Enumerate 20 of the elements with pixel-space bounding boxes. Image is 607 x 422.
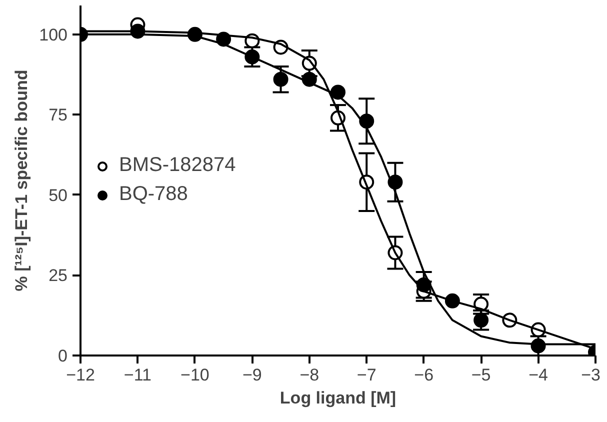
x-tick-label: −11 — [124, 366, 152, 384]
y-tick-label: 100 — [39, 25, 68, 44]
legend-label: BQ-788 — [119, 183, 188, 206]
y-tick-label: 25 — [48, 266, 68, 286]
x-tick-label: −12 — [66, 366, 95, 384]
x-tick-label: −7 — [356, 366, 376, 384]
x-tick-label: −6 — [414, 366, 434, 384]
x-tick-label: −10 — [180, 366, 210, 384]
x-tick-label: −8 — [300, 366, 320, 384]
legend-label: BMS-182874 — [119, 154, 236, 177]
x-axis-title: Log ligand [M] — [280, 388, 396, 408]
x-tick-label: −4 — [528, 366, 548, 384]
x-tick-label: −5 — [471, 366, 491, 384]
y-tick-label: 50 — [48, 186, 68, 205]
y-axis-title: % [¹²⁵I]-ET-1 specific bound — [12, 70, 32, 292]
x-tick-label: −3 — [581, 366, 601, 384]
y-tick-label: 0 — [58, 346, 68, 366]
x-tick-label: −9 — [242, 366, 262, 384]
y-tick-label: 75 — [48, 106, 68, 125]
point — [273, 72, 288, 87]
